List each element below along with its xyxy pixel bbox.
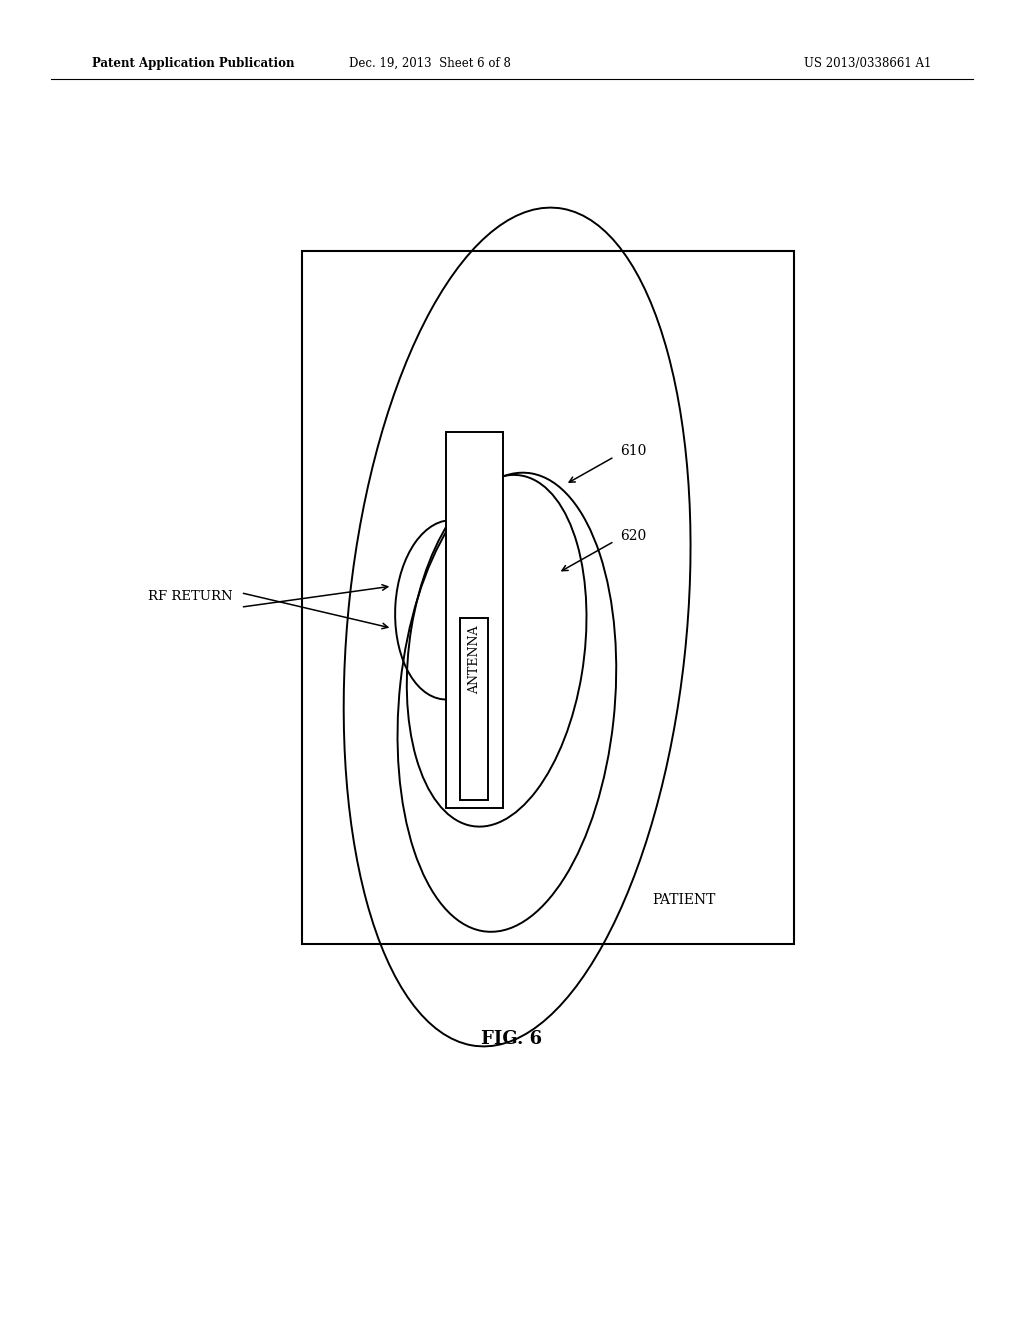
Bar [446, 432, 503, 808]
Text: 620: 620 [621, 529, 647, 543]
Text: RF RETURN: RF RETURN [148, 590, 233, 603]
Text: 610: 610 [621, 445, 647, 458]
Text: FIG. 6: FIG. 6 [481, 1030, 543, 1048]
Bar [460, 618, 488, 800]
Text: PATIENT: PATIENT [652, 894, 716, 907]
Text: Patent Application Publication: Patent Application Publication [92, 57, 295, 70]
Text: ZONE: ZONE [450, 469, 493, 482]
Text: US 2013/0338661 A1: US 2013/0338661 A1 [805, 57, 932, 70]
Text: Dec. 19, 2013  Sheet 6 of 8: Dec. 19, 2013 Sheet 6 of 8 [349, 57, 511, 70]
Text: ANTENNA: ANTENNA [468, 626, 481, 693]
Bar [302, 251, 794, 944]
